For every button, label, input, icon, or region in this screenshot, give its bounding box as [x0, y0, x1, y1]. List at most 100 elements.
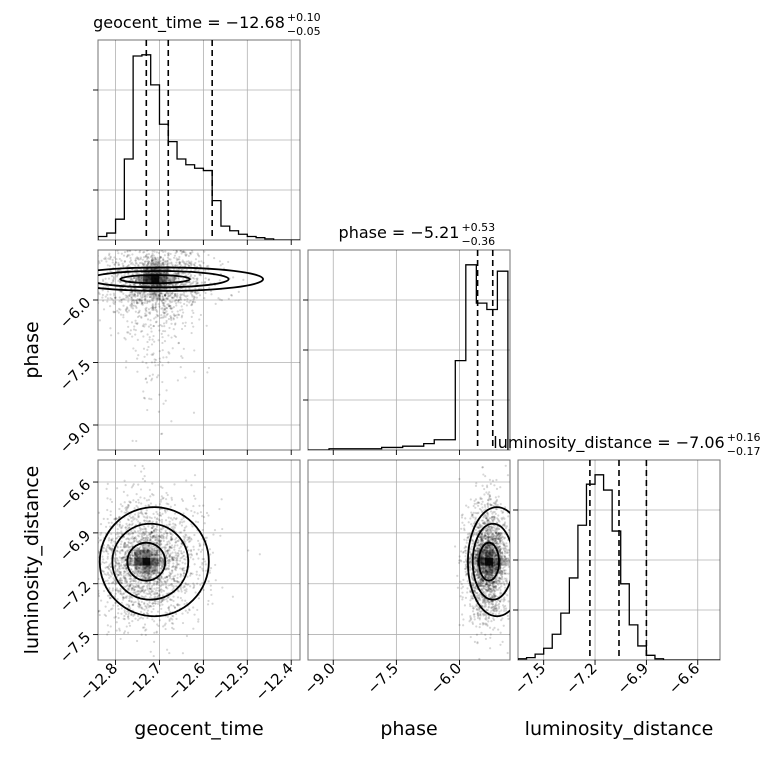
- sample-point: [131, 554, 134, 557]
- sample-point: [130, 600, 133, 603]
- sample-point: [179, 557, 182, 560]
- sample-point: [514, 496, 516, 498]
- sample-point: [156, 315, 159, 318]
- sample-point: [109, 510, 112, 513]
- sample-point: [144, 633, 147, 637]
- sample-point: [492, 534, 495, 538]
- sample-point: [135, 593, 139, 597]
- sample-point: [493, 581, 496, 584]
- sample-point: [177, 549, 181, 552]
- sample-point: [153, 256, 157, 260]
- sample-point: [165, 557, 168, 560]
- sample-point: [162, 262, 165, 265]
- sample-point: [171, 276, 175, 280]
- sample-point: [155, 582, 158, 585]
- sample-point: [477, 576, 480, 579]
- sample-point: [136, 322, 139, 325]
- sample-point: [172, 296, 175, 299]
- sample-point: [152, 512, 155, 515]
- sample-point: [488, 573, 491, 576]
- sample-point: [489, 636, 492, 639]
- sample-point: [202, 261, 205, 264]
- sample-point: [208, 571, 212, 574]
- sample-point: [146, 408, 149, 412]
- sample-point: [151, 338, 154, 341]
- sample-point: [488, 495, 492, 498]
- sample-point: [107, 277, 111, 280]
- sample-point: [491, 538, 495, 541]
- sample-point: [157, 518, 161, 521]
- sample-point: [174, 283, 177, 286]
- sample-point: [141, 534, 144, 537]
- sample-point: [192, 606, 195, 609]
- sample-point: [188, 261, 191, 265]
- sample-point: [483, 513, 487, 516]
- sample-point: [124, 570, 127, 574]
- sample-point: [478, 607, 481, 611]
- sample-point: [106, 543, 109, 547]
- sample-point: [487, 616, 491, 619]
- sample-point: [487, 569, 491, 572]
- sample-point: [168, 520, 171, 523]
- sample-point: [121, 549, 124, 553]
- sample-point: [149, 565, 152, 568]
- sample-point: [128, 526, 131, 529]
- sample-point: [153, 569, 157, 573]
- sample-point: [153, 549, 156, 552]
- sample-point: [109, 569, 112, 572]
- sample-point: [219, 298, 222, 301]
- sample-point: [136, 338, 139, 341]
- sample-point: [140, 303, 143, 306]
- sample-point: [160, 432, 164, 435]
- sample-point: [493, 593, 496, 597]
- sample-point: [127, 572, 130, 575]
- sample-point: [200, 260, 203, 263]
- sample-point: [212, 533, 215, 536]
- sample-point: [89, 548, 91, 550]
- sample-point: [134, 554, 137, 557]
- sample-point: [137, 291, 140, 294]
- sample-point: [459, 559, 462, 562]
- sample-point: [182, 529, 186, 532]
- sample-point: [147, 571, 150, 574]
- sample-point: [145, 512, 148, 515]
- sample-point: [154, 536, 157, 540]
- sample-point: [109, 258, 112, 261]
- sample-point: [177, 268, 180, 271]
- sample-point: [132, 570, 135, 573]
- sample-point: [491, 569, 494, 572]
- sample-point: [173, 334, 176, 337]
- sample-point: [156, 580, 159, 583]
- sample-point: [137, 298, 140, 302]
- sample-point: [494, 594, 497, 597]
- sample-point: [146, 255, 150, 259]
- sample-point: [160, 536, 163, 539]
- sample-point: [169, 301, 172, 304]
- sample-point: [191, 309, 194, 312]
- sample-point: [502, 609, 506, 612]
- sample-point: [78, 252, 80, 254]
- sample-point: [130, 557, 133, 560]
- sample-point: [499, 586, 502, 589]
- sample-point: [474, 506, 477, 509]
- sample-point: [155, 630, 158, 633]
- sample-point: [161, 242, 163, 244]
- sample-point: [491, 612, 494, 615]
- sample-point: [122, 596, 125, 600]
- sample-point: [484, 583, 487, 586]
- sample-point: [480, 537, 483, 541]
- sample-point: [192, 494, 196, 497]
- sample-point: [163, 293, 167, 296]
- sample-point: [166, 579, 169, 583]
- sample-point: [169, 252, 172, 256]
- sample-point: [485, 614, 488, 617]
- sample-point: [122, 245, 124, 247]
- sample-point: [137, 600, 140, 603]
- sample-point: [157, 243, 159, 245]
- sample-point: [166, 259, 169, 262]
- sample-point: [108, 269, 112, 272]
- sample-point: [159, 316, 162, 319]
- sample-point: [169, 617, 173, 620]
- histogram-phase: [308, 264, 509, 450]
- sample-point: [120, 526, 123, 529]
